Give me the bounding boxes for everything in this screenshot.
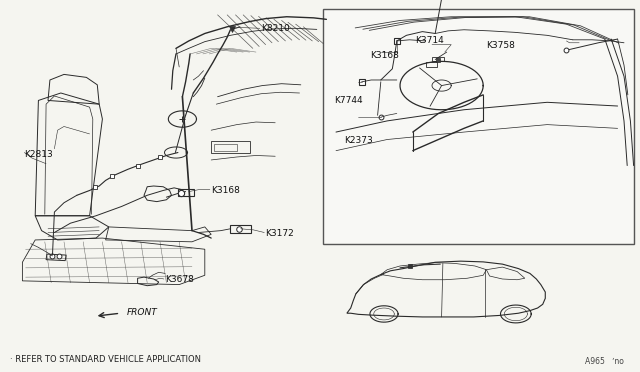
Bar: [46, 254, 66, 261]
Text: FRONT: FRONT: [127, 308, 157, 317]
Bar: [214, 144, 237, 151]
Text: K3714: K3714: [415, 36, 444, 45]
Bar: [230, 225, 251, 232]
Bar: [426, 62, 437, 67]
Text: K7744: K7744: [334, 96, 363, 105]
Text: K2813: K2813: [24, 150, 53, 159]
Bar: [324, 10, 633, 243]
Text: K3172: K3172: [266, 229, 294, 238]
Text: K8210: K8210: [261, 24, 290, 33]
Text: K3168: K3168: [370, 51, 399, 60]
Text: K3168: K3168: [211, 186, 240, 195]
Bar: [432, 57, 444, 61]
Text: · REFER TO STANDARD VEHICLE APPLICATION: · REFER TO STANDARD VEHICLE APPLICATION: [10, 355, 200, 364]
Text: K2373: K2373: [344, 136, 373, 145]
Text: A965   ʼno: A965 ʼno: [585, 357, 624, 366]
Bar: [178, 189, 194, 196]
Bar: [323, 9, 634, 244]
Text: K3758: K3758: [486, 41, 515, 50]
Text: K3678: K3678: [165, 275, 194, 284]
Bar: [211, 141, 250, 153]
